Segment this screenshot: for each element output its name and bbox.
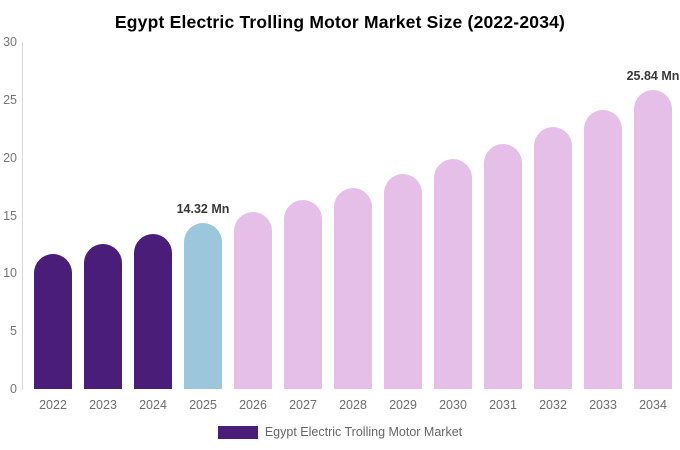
bar-slot-2026	[228, 42, 278, 389]
x-tick-label-2032: 2032	[539, 398, 567, 412]
chart-title: Egypt Electric Trolling Motor Market Siz…	[114, 12, 566, 32]
x-tick-label-2029: 2029	[389, 398, 417, 412]
legend-label: Egypt Electric Trolling Motor Market	[264, 425, 463, 439]
bar-slot-2027	[278, 42, 328, 389]
y-tick-label-30: 30	[3, 35, 17, 49]
bar-2025[interactable]	[184, 223, 222, 389]
bar-slot-2025: 14.32 Mn	[176, 42, 230, 389]
bar-2027[interactable]	[284, 200, 322, 389]
bar-2032[interactable]	[534, 127, 572, 389]
bar-slot-2032	[528, 42, 578, 389]
x-tick-label-2027: 2027	[289, 398, 317, 412]
bar-slot-2031	[478, 42, 528, 389]
bar-slot-2033	[578, 42, 628, 389]
x-tick-label-2024: 2024	[139, 398, 167, 412]
bar-2028[interactable]	[334, 188, 372, 389]
y-axis-line	[22, 42, 23, 390]
value-label-2025: 14.32 Mn	[176, 202, 230, 216]
x-tick-label-2034: 2034	[639, 398, 667, 412]
y-tick-label-5: 5	[10, 324, 17, 339]
x-tick-label-2031: 2031	[489, 398, 517, 412]
bar-slot-2024	[128, 42, 178, 389]
value-label-2034: 25.84 Mn	[626, 69, 680, 83]
bar-2030[interactable]	[434, 159, 472, 389]
bar-2031[interactable]	[484, 144, 522, 389]
bar-slot-2028	[328, 42, 378, 389]
plot-area: 14.32 Mn 25.84 Mn	[28, 42, 680, 389]
bar-slot-2023	[78, 42, 128, 389]
x-tick-label-2033: 2033	[589, 398, 617, 412]
bar-slot-2030	[428, 42, 478, 389]
x-tick-label-2030: 2030	[439, 398, 467, 412]
bar-2029[interactable]	[384, 174, 422, 389]
bar-slot-2034: 25.84 Mn	[626, 42, 680, 389]
bar-2034[interactable]	[634, 90, 672, 389]
x-tick-label-2028: 2028	[339, 398, 367, 412]
y-tick-label-0: 0	[10, 382, 17, 396]
x-axis-tick-labels: 2022 2023 2024 2025 2026 2027 2028 2029 2030 2031…	[28, 398, 678, 412]
chart-legend[interactable]: Egypt Electric Trolling Motor Market	[0, 425, 680, 439]
bar-2024[interactable]	[134, 234, 172, 389]
bar-2022[interactable]	[34, 254, 72, 389]
bar-slot-2022	[28, 42, 78, 389]
y-tick-label-20: 20	[3, 150, 17, 165]
x-tick-label-2025: 2025	[189, 398, 217, 412]
bar-2033[interactable]	[584, 110, 622, 389]
x-tick-label-2026: 2026	[239, 398, 267, 412]
y-tick-label-25: 25	[3, 92, 17, 107]
bar-2026[interactable]	[234, 212, 272, 389]
bar-slot-2029	[378, 42, 428, 389]
legend-swatch	[217, 425, 258, 439]
y-tick-label-15: 15	[3, 208, 17, 223]
y-tick-label-10: 10	[3, 266, 17, 281]
x-tick-label-2023: 2023	[89, 398, 117, 412]
y-axis-tick-labels: 0 5 10 15 20 25 30	[0, 35, 17, 396]
x-tick-label-2022: 2022	[39, 398, 67, 412]
bar-2023[interactable]	[84, 244, 122, 389]
